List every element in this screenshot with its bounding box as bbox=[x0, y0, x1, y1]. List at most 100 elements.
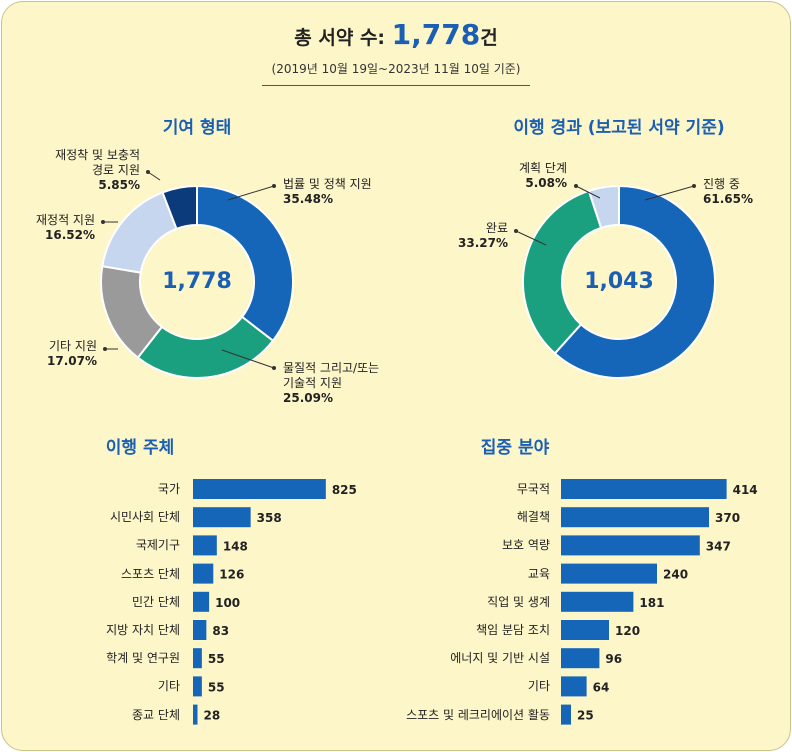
bar bbox=[561, 704, 571, 725]
slice-category: 물질적 그리고/또는 기술적 지원 bbox=[283, 361, 380, 390]
bar-value: 55 bbox=[208, 680, 225, 694]
leader-line bbox=[147, 171, 161, 181]
bar-value: 83 bbox=[212, 624, 229, 638]
leader-dot bbox=[272, 184, 276, 188]
bar-category: 국가 bbox=[157, 482, 180, 496]
chart-title: 집중 분야 bbox=[480, 438, 550, 458]
bar-category: 지방 자치 단체 bbox=[106, 623, 180, 637]
slice-category: 완료 bbox=[485, 221, 508, 235]
slice-value: 35.48% bbox=[283, 192, 333, 206]
bar bbox=[561, 563, 657, 584]
leader-dot bbox=[692, 184, 696, 188]
title-text: 총 서약 수: bbox=[294, 27, 386, 49]
bar-category: 기타 bbox=[527, 679, 550, 694]
slice-label: 기타 지원 17.07% bbox=[47, 339, 97, 369]
leader-dot bbox=[272, 366, 276, 370]
leader-dot bbox=[103, 347, 107, 351]
slice-label: 진행 중 61.65% bbox=[703, 177, 753, 207]
bar bbox=[193, 648, 202, 669]
bar-category: 종교 단체 bbox=[132, 707, 180, 722]
chart-title: 기여 형태 bbox=[162, 118, 232, 138]
bar bbox=[193, 676, 202, 697]
slice-category: 계획 단계 bbox=[519, 161, 567, 175]
donut-slice bbox=[161, 184, 198, 231]
leader-line bbox=[644, 185, 695, 201]
leader-dot bbox=[101, 220, 105, 224]
bar bbox=[561, 479, 727, 499]
bar-value: 347 bbox=[706, 539, 731, 553]
donut-slice bbox=[522, 189, 603, 355]
slice-value: 17.07% bbox=[47, 354, 97, 368]
bar-category: 보호 역량 bbox=[502, 538, 550, 553]
bar-value: 148 bbox=[223, 539, 248, 553]
bar bbox=[193, 507, 251, 528]
slice-value: 25.09% bbox=[283, 391, 333, 405]
bar-category: 책임 분담 조치 bbox=[476, 623, 550, 637]
bar-value: 28 bbox=[204, 709, 221, 723]
bar-category: 해결책 bbox=[516, 510, 550, 525]
donut-slice bbox=[101, 191, 178, 274]
leader-line bbox=[515, 230, 547, 246]
leader-dot bbox=[514, 229, 518, 233]
bar-value: 240 bbox=[663, 568, 688, 582]
chart-title: 이행 주체 bbox=[105, 438, 175, 458]
donut-slice bbox=[553, 184, 716, 379]
center-label: 1,043 bbox=[584, 269, 654, 294]
slice-label: 완료 33.27% bbox=[458, 221, 508, 251]
bar-category: 스포츠 및 레크리에이션 활동 bbox=[406, 707, 550, 722]
slice-label: 재정적 지원 16.52% bbox=[36, 213, 95, 243]
bar-value: 64 bbox=[593, 680, 610, 694]
bar-category: 학계 및 연구원 bbox=[106, 651, 180, 666]
leader-line bbox=[221, 349, 275, 369]
bar bbox=[561, 535, 700, 556]
subtitle: (2019년 10월 19일~2023년 11월 10일 기준) bbox=[271, 62, 521, 76]
slice-value: 33.27% bbox=[458, 236, 508, 250]
slice-label: 물질적 그리고/또는 기술적 지원 25.09% bbox=[283, 361, 379, 406]
bar-category: 민간 단체 bbox=[132, 594, 180, 609]
bar-value: 126 bbox=[219, 568, 244, 582]
leader-dot bbox=[574, 184, 578, 188]
bar bbox=[193, 620, 207, 640]
bar bbox=[561, 648, 600, 669]
slice-category: 법률 및 정책 지원 bbox=[283, 177, 372, 191]
bar-category: 시민사회 단체 bbox=[109, 510, 180, 525]
slice-label: 계획 단계 5.08% bbox=[519, 161, 567, 191]
donut-slice bbox=[196, 184, 294, 343]
bar-value: 25 bbox=[577, 709, 594, 723]
bar-value: 414 bbox=[733, 483, 758, 497]
bar bbox=[561, 620, 609, 640]
center-label: 1,778 bbox=[162, 269, 232, 294]
leader-dot bbox=[146, 170, 150, 174]
slice-label: 재정착 및 보충적 경로 지원 5.85% bbox=[55, 148, 140, 193]
bar bbox=[193, 535, 217, 556]
bar bbox=[561, 591, 634, 612]
unit: 건 bbox=[480, 27, 498, 49]
leader-line bbox=[227, 185, 275, 201]
rule bbox=[262, 85, 530, 86]
slice-category: 재정착 및 보충적 경로 지원 bbox=[55, 148, 140, 177]
bar-category: 에너지 및 기반 시설 bbox=[450, 651, 550, 666]
slice-label: 법률 및 정책 지원 35.48% bbox=[283, 177, 372, 207]
bar-category: 국제기구 bbox=[135, 538, 180, 553]
bar-value: 100 bbox=[215, 596, 240, 610]
bar-category: 무국적 bbox=[516, 482, 550, 496]
slice-value: 61.65% bbox=[703, 192, 753, 206]
slice-value: 5.85% bbox=[98, 178, 140, 192]
slice-category: 진행 중 bbox=[703, 177, 740, 191]
bar bbox=[193, 704, 198, 725]
bar-category: 교육 bbox=[527, 566, 550, 581]
bar-category: 스포츠 단체 bbox=[120, 566, 180, 581]
slice-category: 기타 지원 bbox=[49, 339, 97, 353]
header-title: 총 서약 수: 1,778건 bbox=[0, 18, 792, 51]
bar-value: 825 bbox=[332, 483, 357, 497]
bar bbox=[561, 676, 587, 697]
bar bbox=[193, 591, 210, 612]
slice-value: 16.52% bbox=[45, 228, 95, 242]
bar-value: 96 bbox=[605, 652, 622, 666]
bar-category: 직업 및 생계 bbox=[487, 594, 550, 609]
bar-value: 120 bbox=[615, 624, 640, 638]
leader-line bbox=[575, 185, 601, 199]
